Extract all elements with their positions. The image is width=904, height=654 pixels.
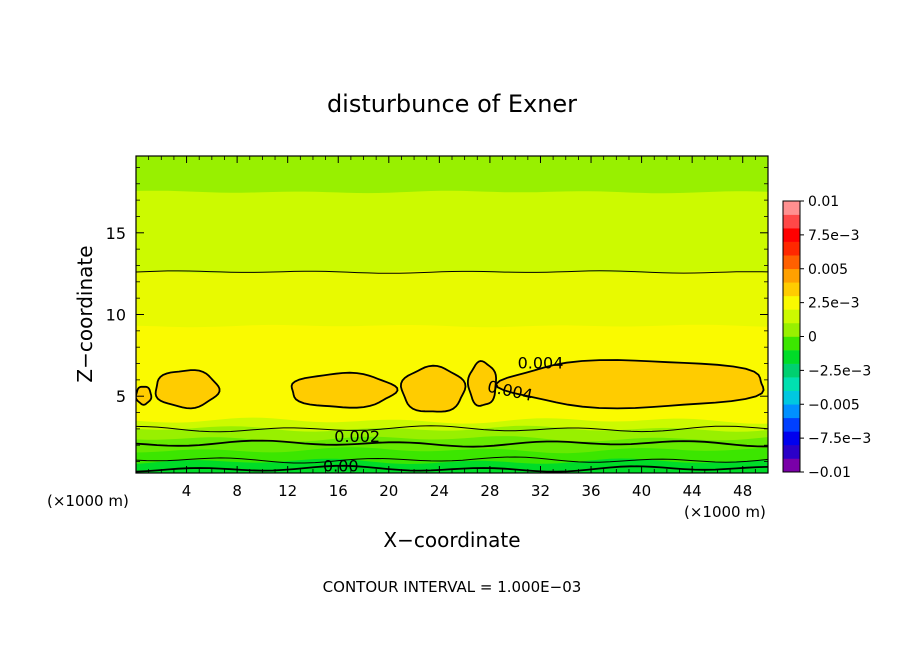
x-tick-label: 24	[430, 482, 449, 500]
y-tick-label: 10	[106, 306, 126, 325]
y-tick-label: 15	[106, 224, 126, 243]
x-tick-label: 40	[632, 482, 651, 500]
colorbar-swatch	[783, 350, 800, 364]
colorbar-label: 0.01	[808, 194, 839, 210]
x-unit-right: (×1000 m)	[684, 503, 766, 521]
contour-label: 0.002	[334, 427, 380, 446]
x-tick-label: 12	[278, 482, 297, 500]
colorbar-label: 0.005	[808, 262, 848, 278]
x-tick-label: 4	[182, 482, 192, 500]
colorbar-swatch	[783, 282, 800, 297]
isoline	[136, 439, 768, 448]
colorbar-label: −2.5e−3	[808, 363, 871, 379]
x-tick-label: 20	[379, 482, 398, 500]
y-axis: 5 10 15	[106, 167, 768, 462]
colorbar-label: −0.005	[808, 397, 860, 413]
colorbar-swatch	[783, 458, 800, 473]
isoline	[136, 270, 768, 274]
x-axis-label: X−coordinate	[383, 528, 520, 552]
contour-interval-note: CONTOUR INTERVAL = 1.000E−03	[323, 578, 582, 596]
isoline	[136, 425, 768, 433]
contour-field	[136, 156, 768, 473]
colorbar-swatch	[783, 255, 800, 270]
colorbar-swatch	[783, 309, 800, 324]
x-tick-label: 36	[581, 482, 600, 500]
colorbar-swatch	[783, 295, 800, 310]
colorbar-label: 7.5e−3	[808, 228, 860, 244]
x-tick-label: 44	[683, 482, 702, 500]
x-tick-label: 48	[733, 482, 752, 500]
colorbar-swatch	[783, 377, 800, 391]
colorbar-swatch	[783, 268, 800, 283]
x-tick-label: 28	[480, 482, 499, 500]
colorbar-swatch	[783, 322, 800, 337]
x-axis: 4 8 12 16 20 24 28 32 36 40 44 48	[148, 156, 756, 500]
warm-cell	[399, 364, 467, 413]
colorbar-swatch	[783, 431, 800, 446]
colorbar-label: 0	[808, 330, 817, 346]
colorbar-swatch	[783, 417, 800, 432]
x-unit-left: (×1000 m)	[47, 492, 129, 510]
colorbar-label: −0.01	[808, 465, 851, 481]
y-axis-label: Z−coordinate	[73, 245, 97, 382]
x-tick-label: 16	[329, 482, 348, 500]
contour-label: 0.00	[323, 456, 359, 475]
colorbar-swatch	[783, 201, 800, 215]
contour-label: 0.004	[518, 353, 564, 372]
warm-cell	[154, 369, 221, 410]
colorbar: −0.01 −7.5e−3 −0.005 −2.5e−3 0 2.5e−3 0.005 7.5…	[782, 194, 871, 481]
warm-cell	[467, 360, 498, 407]
colorbar-swatch	[783, 228, 800, 242]
x-tick-label: 32	[531, 482, 550, 500]
warm-cell	[290, 371, 399, 409]
contour-lines	[136, 270, 768, 473]
chart-title: disturbunce of Exner	[327, 90, 577, 118]
colorbar-label: −7.5e−3	[808, 431, 871, 447]
colorbar-swatch	[783, 390, 800, 405]
colorbar-label: 2.5e−3	[808, 296, 860, 312]
colorbar-swatch	[783, 363, 800, 378]
colorbar-swatch	[783, 404, 800, 419]
colorbar-swatch	[783, 444, 800, 459]
colorbar-swatch	[783, 336, 800, 351]
isoline	[136, 456, 768, 464]
y-tick-label: 5	[116, 387, 126, 406]
colorbar-swatch	[783, 241, 800, 256]
warm-cell	[495, 359, 765, 410]
colorbar-swatch	[783, 214, 800, 229]
x-tick-label: 8	[232, 482, 242, 500]
